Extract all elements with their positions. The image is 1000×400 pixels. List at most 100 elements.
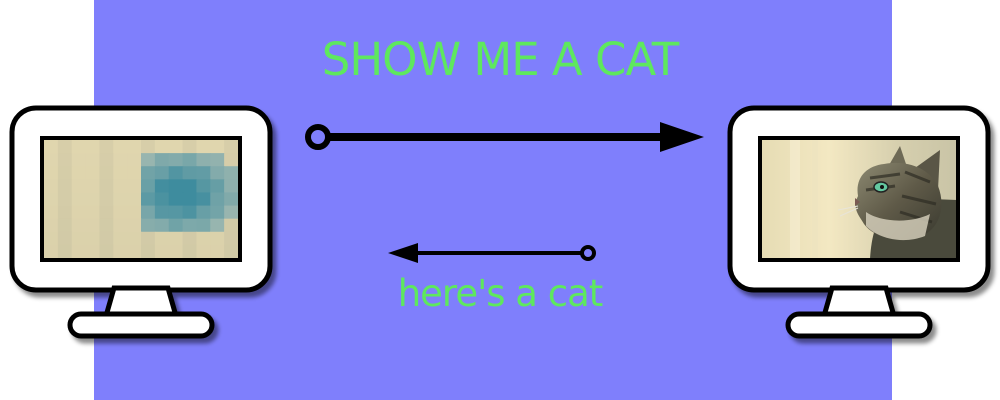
pixel-block <box>127 218 142 233</box>
pixel-block <box>113 166 128 180</box>
pixel-block <box>141 231 156 246</box>
pixel-block <box>127 179 142 194</box>
pixel-block <box>210 179 225 194</box>
pixel-block <box>85 153 101 167</box>
pixel-block <box>71 166 87 180</box>
pixel-block <box>99 153 114 167</box>
pixel-block <box>113 179 128 194</box>
pixel-block <box>196 166 211 180</box>
pixel-block <box>99 205 114 220</box>
pixel-block <box>141 244 156 259</box>
cat-nose <box>855 198 860 206</box>
pixel-block <box>154 192 170 207</box>
request-arrow <box>305 122 704 152</box>
pixel-block <box>71 244 87 259</box>
pixel-block <box>44 179 59 194</box>
pixel-block <box>224 153 239 167</box>
pixel-block <box>113 192 128 207</box>
pixel-block <box>196 140 211 154</box>
pixel-block <box>99 218 114 233</box>
pixel-block <box>141 218 156 233</box>
arrow-origin-dot <box>305 124 331 150</box>
pixel-block <box>57 192 73 207</box>
pixel-block <box>44 218 59 233</box>
pixel-block <box>57 179 73 194</box>
pixel-block <box>154 153 170 167</box>
pixel-block <box>154 218 170 233</box>
pixel-block <box>127 166 142 180</box>
pixel-block <box>154 140 170 154</box>
pixel-block <box>154 244 170 259</box>
pixel-block <box>44 192 59 207</box>
arrow-left-icon <box>388 243 418 263</box>
arrow-origin-dot <box>580 245 596 261</box>
pixel-block <box>168 140 184 154</box>
pixel-block <box>224 179 239 194</box>
monitor-base <box>785 311 933 339</box>
pixel-block <box>113 231 128 246</box>
pixel-block <box>210 153 225 167</box>
pixel-block <box>85 231 101 246</box>
pixel-block <box>141 153 156 167</box>
pixel-block <box>57 231 73 246</box>
pixel-block <box>154 166 170 180</box>
pixel-block <box>127 153 142 167</box>
pixel-block <box>85 179 101 194</box>
reply-label: here's a cat <box>397 272 604 315</box>
pixel-block <box>44 140 59 154</box>
pixel-block <box>224 244 239 259</box>
pixel-block <box>113 218 128 233</box>
pixel-block <box>196 231 211 246</box>
pixel-block <box>182 153 198 167</box>
pixel-block <box>168 179 184 194</box>
pixel-block <box>182 166 198 180</box>
pixelated-cat-image <box>40 136 242 262</box>
pixel-block <box>210 244 225 259</box>
pixel-block <box>127 205 142 220</box>
pixel-block <box>71 192 87 207</box>
pixel-block <box>196 153 211 167</box>
pixel-block <box>224 192 239 207</box>
pixel-block <box>168 205 184 220</box>
pixel-block <box>210 231 225 246</box>
pixel-block <box>113 140 128 154</box>
pixel-block <box>224 218 239 233</box>
pixel-block <box>168 153 184 167</box>
pixel-block <box>168 192 184 207</box>
pixel-block <box>168 231 184 246</box>
cat-photo-image <box>758 136 960 262</box>
pixel-block <box>224 166 239 180</box>
pixel-block <box>154 205 170 220</box>
pixel-block <box>57 218 73 233</box>
pixel-block <box>182 205 198 220</box>
pixel-block <box>99 166 114 180</box>
pixel-block <box>210 205 225 220</box>
reply-arrow <box>388 243 596 263</box>
pixel-block <box>71 205 87 220</box>
pixel-block <box>127 244 142 259</box>
pixel-block <box>44 205 59 220</box>
pixel-block <box>141 179 156 194</box>
pixel-block <box>57 140 73 154</box>
pixel-block <box>99 140 114 154</box>
pixel-block <box>99 231 114 246</box>
pixel-block <box>196 244 211 259</box>
pixel-block <box>71 153 87 167</box>
pixel-block <box>99 192 114 207</box>
pixel-block <box>182 231 198 246</box>
pixel-block <box>85 166 101 180</box>
pixel-block <box>154 179 170 194</box>
pixel-block <box>71 231 87 246</box>
pixel-block <box>57 166 73 180</box>
pixel-block <box>168 218 184 233</box>
pixel-block <box>44 231 59 246</box>
pixel-block <box>182 179 198 194</box>
pixel-block <box>127 140 142 154</box>
pixel-block <box>168 166 184 180</box>
pixel-block <box>196 218 211 233</box>
pixel-block <box>224 205 239 220</box>
pixel-block <box>141 192 156 207</box>
pixel-block <box>85 192 101 207</box>
pixel-block <box>210 192 225 207</box>
